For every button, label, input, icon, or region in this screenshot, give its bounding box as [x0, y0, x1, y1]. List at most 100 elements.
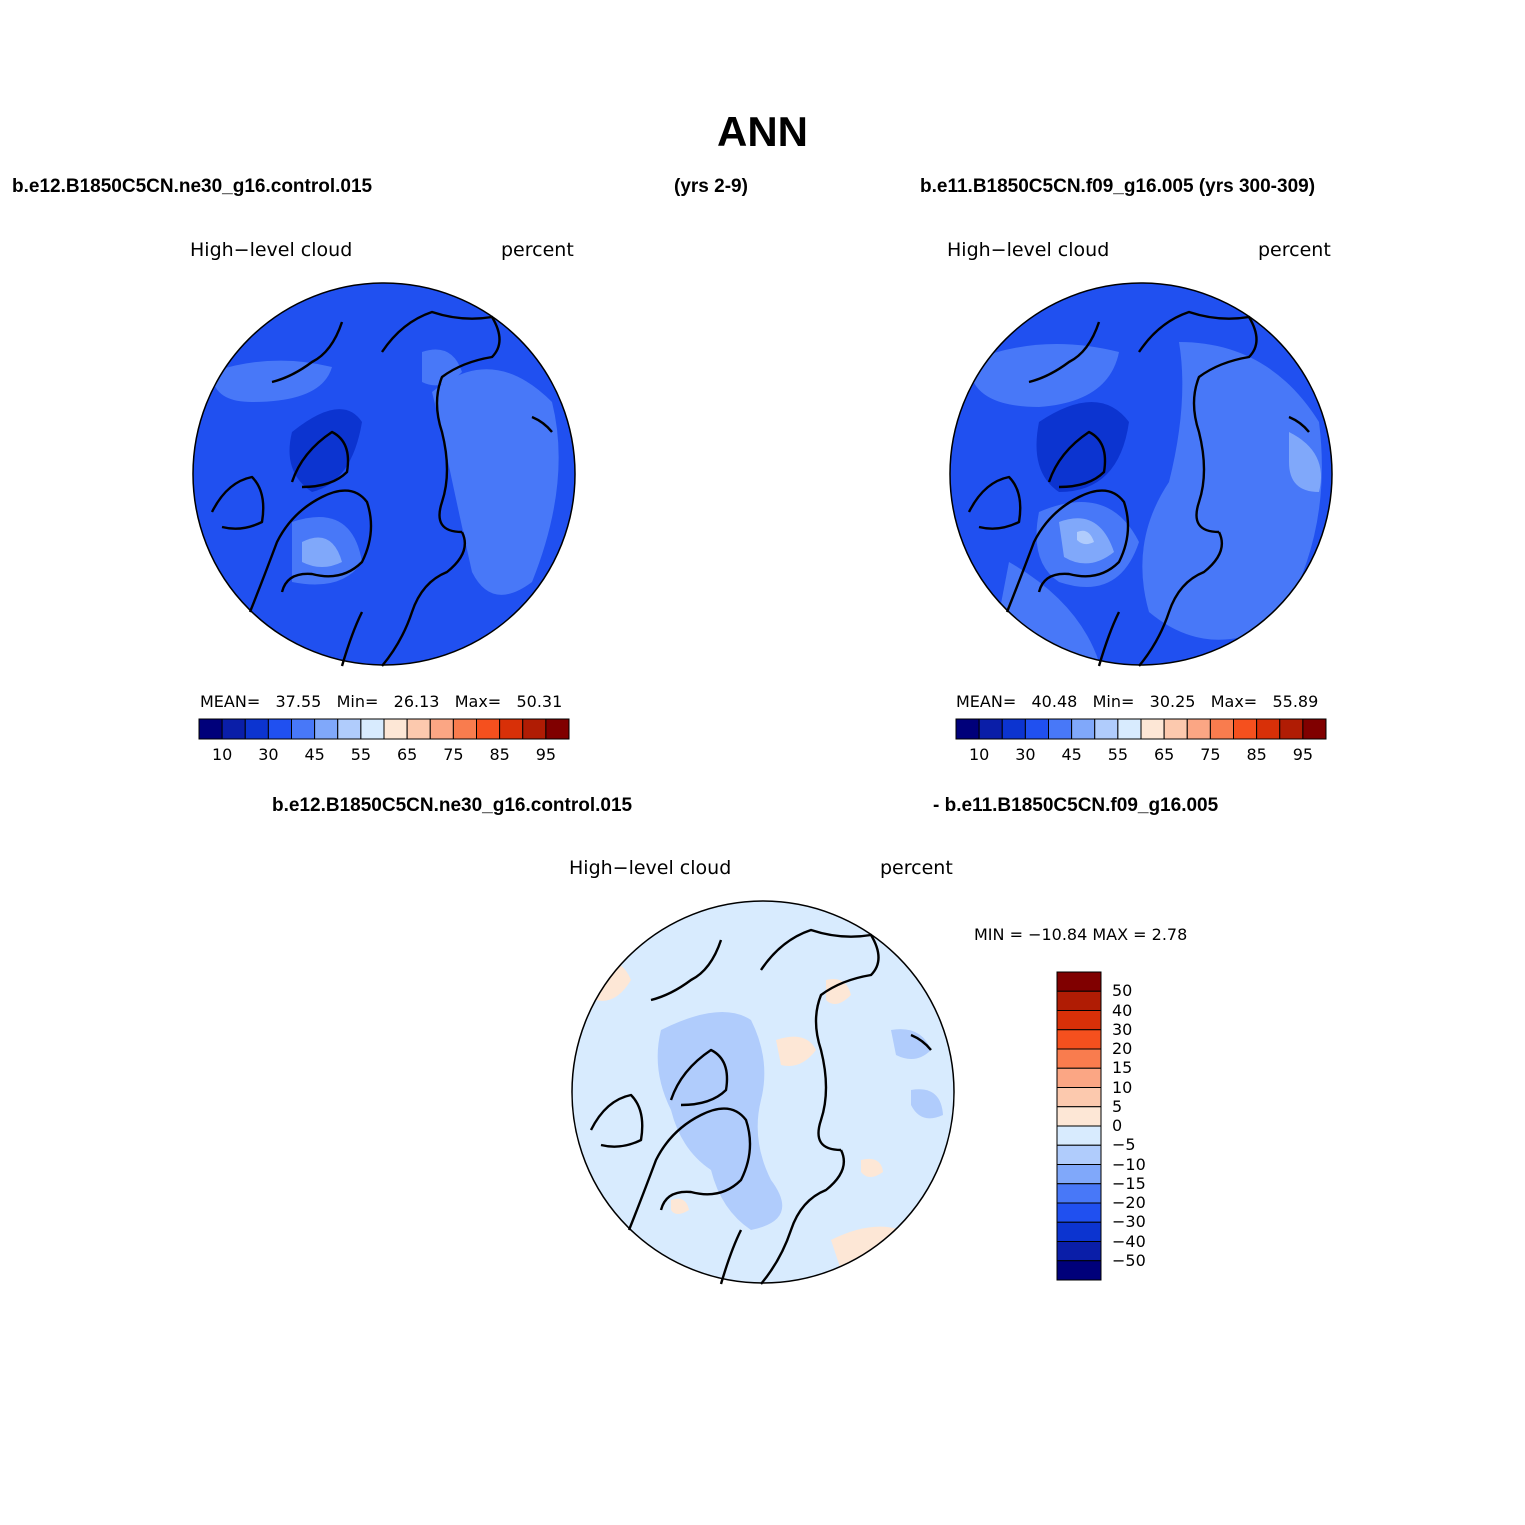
diff-colorbar-box [1056, 1260, 1102, 1281]
panel2-colorbar-box [1001, 718, 1026, 740]
diff-colorbar-tick-label: −40 [1112, 1231, 1146, 1251]
panel1-colorbar [198, 718, 570, 740]
panel1-field-region [422, 349, 462, 386]
panel2-colorbar-box [1163, 718, 1188, 740]
panel1-colorbar-tick-label: 10 [211, 745, 233, 764]
panel2-colorbar-box [1094, 718, 1119, 740]
main-title: ANN [717, 108, 808, 155]
diff-colorbar-box [1056, 990, 1102, 1011]
diff-colorbar-box [1056, 1010, 1102, 1031]
panel2-colorbar-box [1024, 718, 1049, 740]
panel2-variable: High−level cloud [947, 239, 1110, 261]
panel1-colorbar-box [221, 718, 246, 740]
diff-colorbar-box [1056, 1125, 1102, 1146]
diff-colorbar-tick-label: −20 [1112, 1193, 1146, 1212]
panel1-colorbar-box [267, 718, 292, 740]
panel1-colorbar-box [429, 718, 454, 740]
panel2-field-region [1036, 402, 1129, 492]
panel1-colorbar-tick-label: 30 [258, 745, 279, 764]
panel1-colorbar-box [406, 718, 431, 740]
panel1-colorbar-box [522, 718, 547, 740]
diff-colorbar-box [1056, 1241, 1102, 1262]
panel1-colorbar-tick-label: 95 [535, 745, 557, 764]
diff-colorbar-ticks: 50 40 30 20 15 10 5 0 −5 −10 −15 −20 −30 −40 −50 [1112, 972, 1172, 1280]
panel2-colorbar-tick-label: 95 [1292, 745, 1314, 764]
panel1-map-border [192, 282, 576, 666]
case1-label: b.e12.B1850C5CN.ne30_g16.control.015 [12, 176, 373, 197]
diff-colorbar-tick-label: −50 [1112, 1250, 1146, 1270]
diff-field-region [861, 1158, 883, 1177]
panel2-map-border [949, 282, 1333, 666]
diff-field-region [671, 1198, 689, 1214]
panel1-variable: High−level cloud [190, 239, 353, 261]
diff-field-region [911, 1089, 943, 1119]
panel2-colorbar-box [1186, 718, 1211, 740]
diff-field-region [826, 979, 851, 1004]
diff-variable: High−level cloud [569, 857, 732, 879]
panel2-colorbar-box [1209, 718, 1234, 740]
diff-case1-label: b.e12.B1850C5CN.ne30_g16.control.015 [272, 795, 633, 816]
diff-colorbar-tick-label: 5 [1112, 1096, 1123, 1116]
diff-units: percent [880, 857, 953, 879]
diff-colorbar-box [1056, 1144, 1102, 1165]
panel2-colorbar-tick-label: 10 [968, 745, 990, 764]
panel2-colorbar-tick-label: 30 [1015, 745, 1036, 764]
diff-colorbar-tick-label: −30 [1112, 1212, 1146, 1232]
diff-colorbar-box [1056, 1221, 1102, 1242]
panel1-colorbar-box [452, 718, 477, 740]
panel1-colorbar-box [499, 718, 524, 740]
panel2-colorbar-tick-label: 65 [1153, 745, 1175, 764]
panel1-map [192, 282, 576, 667]
panel1-colorbar-tick-label: 85 [489, 745, 510, 764]
diff-colorbar-tick-label: −5 [1112, 1135, 1136, 1155]
panel1-field-region [302, 537, 342, 567]
panel2-colorbar-box [1302, 718, 1327, 740]
case2-label: b.e11.B1850C5CN.f09_g16.005 (yrs 300-309… [920, 176, 1316, 197]
panel2-colorbar-box [1140, 718, 1165, 740]
diff-coastlines [589, 928, 932, 1285]
panel2-colorbar-tick-label: 55 [1107, 745, 1129, 764]
panel2-units: percent [1258, 239, 1331, 261]
panel2-colorbar [955, 718, 1327, 740]
diff-colorbar-tick-label: 20 [1112, 1039, 1133, 1058]
panel1-colorbar-box [360, 718, 385, 740]
panel1-colorbar-box [545, 718, 570, 740]
panel2-colorbar-box [978, 718, 1003, 740]
panel2-colorbar-box [1279, 718, 1304, 740]
diff-colorbar-box [1056, 1106, 1102, 1127]
panel2-colorbar-box [1117, 718, 1142, 740]
diff-colorbar-box [1056, 1048, 1102, 1069]
panel1-colorbar-box [337, 718, 362, 740]
panel2-colorbar-box [1233, 718, 1258, 740]
panel2-colorbar-box [1256, 718, 1281, 740]
panel1-colorbar-box [198, 718, 223, 740]
diff-colorbar-box [1056, 1202, 1102, 1223]
panel1-colorbar-tick-label: 65 [396, 745, 418, 764]
panel1-stats: MEAN= 37.55 Min= 26.13 Max= 50.31 [200, 692, 563, 711]
panel2-colorbar-tick-label: 85 [1246, 745, 1267, 764]
panel1-field-region [289, 409, 362, 492]
case1-years-label: (yrs 2-9) [674, 176, 748, 197]
panel2-colorbar-box [1048, 718, 1073, 740]
panel2-colorbar-box [1071, 718, 1096, 740]
diff-colorbar-tick-label: 15 [1112, 1058, 1133, 1078]
panel2-colorbar-tick-label: 45 [1061, 745, 1082, 764]
panel1-colorbar-box [291, 718, 316, 740]
diff-colorbar-box [1056, 1164, 1102, 1185]
panel2-field-region [1142, 342, 1322, 640]
diff-colorbar-tick-label: −10 [1112, 1154, 1146, 1174]
panel1-colorbar-box [244, 718, 269, 740]
diff-map [571, 900, 955, 1285]
panel1-colorbar-tick-label: 55 [350, 745, 372, 764]
panel2-field-region [969, 344, 1119, 407]
diff-colorbar-box [1056, 1087, 1102, 1108]
diff-minmax: MIN = −10.84 MAX = 2.78 [974, 925, 1188, 944]
diff-colorbar-tick-label: 40 [1112, 1000, 1133, 1020]
panel2-colorbar-ticks: 10 30 45 55 65 75 85 95 [956, 745, 1326, 765]
diff-colorbar-tick-label: 10 [1112, 1077, 1133, 1097]
diff-field-region [831, 1226, 901, 1270]
panel2-colorbar-tick-label: 75 [1200, 745, 1221, 764]
diff-colorbar-tick-label: 0 [1112, 1116, 1123, 1135]
diff-case2-label: - b.e11.B1850C5CN.f09_g16.005 [933, 795, 1219, 816]
panel1-colorbar-ticks: 10 30 45 55 65 75 85 95 [199, 745, 569, 765]
